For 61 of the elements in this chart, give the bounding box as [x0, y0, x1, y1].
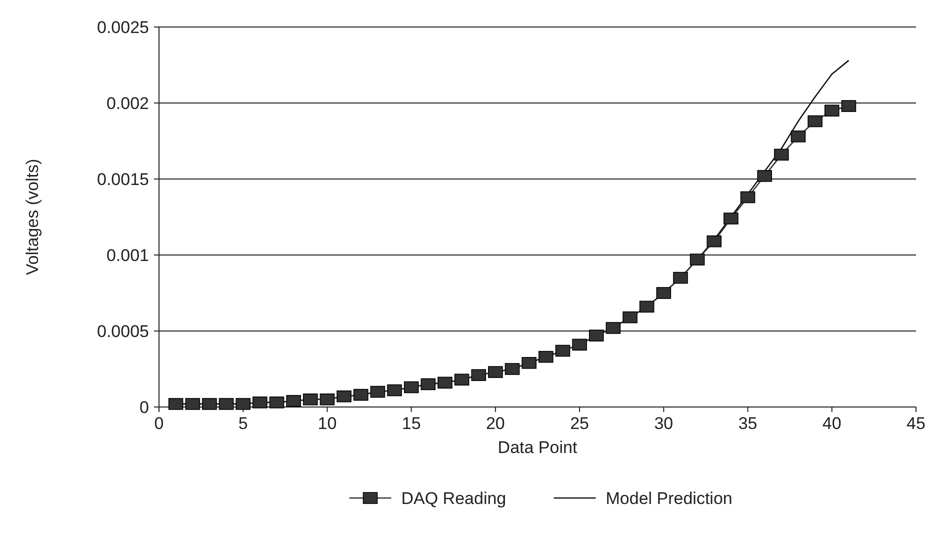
- point: [336, 390, 352, 402]
- point: [774, 148, 789, 161]
- x-tick-label: 10: [318, 414, 337, 433]
- point: [690, 254, 705, 266]
- x-tick-label: 25: [570, 414, 590, 433]
- y-tick-label: 0.0015: [97, 170, 149, 189]
- point: [504, 363, 520, 375]
- point: [420, 378, 436, 390]
- y-axis-title: Voltages (volts): [23, 158, 42, 276]
- x-tick-label: 40: [822, 414, 842, 433]
- point: [790, 130, 806, 142]
- point: [538, 350, 554, 363]
- y-tick-label: 0.0025: [97, 18, 149, 37]
- point: [706, 235, 722, 248]
- point: [841, 100, 856, 112]
- point: [522, 357, 536, 369]
- point: [572, 338, 587, 351]
- point: [555, 344, 570, 357]
- point: [673, 272, 688, 284]
- x-tick-label: 35: [738, 414, 758, 433]
- x-tick-label: 15: [402, 414, 421, 433]
- point: [252, 396, 268, 408]
- point: [588, 330, 604, 342]
- point: [269, 396, 284, 408]
- point: [454, 374, 470, 386]
- point: [824, 104, 840, 116]
- point: [808, 115, 822, 128]
- point: [724, 212, 738, 224]
- point: [639, 300, 654, 313]
- point: [622, 311, 638, 324]
- point: [168, 398, 184, 410]
- x-tick-label: 45: [906, 414, 926, 433]
- point: [387, 384, 402, 396]
- point: [236, 398, 251, 410]
- x-tick-label: 20: [486, 414, 505, 433]
- y-tick-label: 0.001: [106, 246, 149, 265]
- point: [488, 366, 503, 378]
- point: [404, 381, 419, 394]
- point: [471, 369, 486, 381]
- point: [740, 191, 756, 204]
- point: [218, 398, 234, 410]
- point: [303, 394, 318, 406]
- y-tick-label: 0.0005: [97, 322, 149, 341]
- point: [185, 398, 200, 410]
- y-tick-label: 0.002: [106, 94, 149, 113]
- point: [202, 398, 217, 410]
- point: [370, 386, 386, 398]
- x-axis-title: Data Point: [498, 438, 578, 457]
- x-tick-label: 5: [238, 414, 248, 433]
- point: [353, 388, 368, 401]
- point: [438, 376, 452, 389]
- point: [757, 170, 772, 182]
- x-tick-label: 30: [654, 414, 674, 433]
- legend-label: DAQ Reading: [401, 488, 506, 508]
- point: [656, 287, 672, 299]
- x-tick-label: 0: [154, 414, 164, 433]
- point: [286, 395, 301, 407]
- point: [320, 394, 335, 406]
- legend-label: Model Prediction: [606, 488, 732, 508]
- y-tick-label: 0: [140, 398, 149, 417]
- point: [606, 322, 621, 334]
